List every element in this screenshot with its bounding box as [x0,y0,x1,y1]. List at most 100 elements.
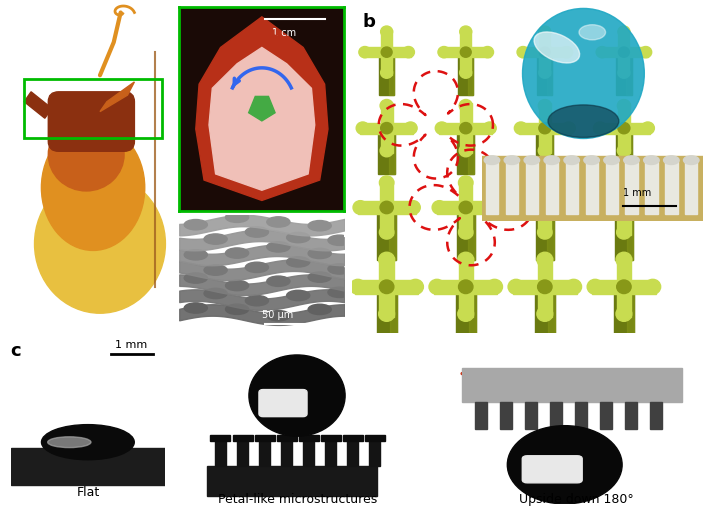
Text: 1 mm: 1 mm [115,339,147,349]
Bar [378,208,396,261]
Ellipse shape [584,157,600,165]
Text: 1 mm: 1 mm [624,187,652,197]
Ellipse shape [226,248,249,259]
Text: a: a [14,13,26,32]
Ellipse shape [587,280,603,295]
Ellipse shape [459,145,472,157]
Ellipse shape [432,201,446,215]
Bar [626,208,633,261]
Bar [536,129,553,175]
Ellipse shape [184,303,207,314]
Ellipse shape [522,9,645,139]
Bar [459,181,472,206]
Bar [363,48,385,58]
Bar [519,123,543,134]
Ellipse shape [618,68,630,79]
Ellipse shape [226,213,249,223]
Polygon shape [100,83,134,112]
Ellipse shape [504,157,520,165]
Bar [342,435,363,441]
Ellipse shape [350,280,366,295]
Bar [538,181,551,206]
Ellipse shape [460,48,471,58]
Bar [548,280,576,294]
Ellipse shape [460,68,472,79]
Bar [468,123,492,134]
Bar [468,208,475,261]
Ellipse shape [458,307,474,322]
Bar [538,211,551,235]
Bar [548,287,555,347]
Ellipse shape [537,253,553,268]
Bar [259,441,270,466]
Ellipse shape [48,437,91,448]
Bar [460,131,472,154]
Bar [547,48,569,58]
Bar [598,123,621,134]
Bar [460,55,471,75]
Bar [237,441,248,466]
Ellipse shape [380,177,394,190]
Ellipse shape [379,253,394,268]
Ellipse shape [624,157,639,165]
Ellipse shape [359,47,371,59]
Ellipse shape [458,177,473,190]
Ellipse shape [548,106,619,138]
Text: 1 cm: 1 cm [18,321,41,330]
Ellipse shape [515,123,527,135]
Bar [381,55,392,75]
Bar [325,441,336,466]
Ellipse shape [245,296,269,306]
Bar [626,129,632,175]
Ellipse shape [380,68,393,79]
Ellipse shape [664,157,679,165]
Bar [475,402,487,429]
Bar [207,466,377,496]
Ellipse shape [538,202,551,214]
Ellipse shape [381,48,392,58]
Ellipse shape [438,47,450,59]
Ellipse shape [34,175,165,314]
Bar [380,211,393,235]
Ellipse shape [564,157,579,165]
Ellipse shape [226,281,249,291]
Bar [566,161,578,215]
Text: Upside down 180°: Upside down 180° [519,492,634,505]
Ellipse shape [353,201,368,215]
Bar [369,441,380,466]
Ellipse shape [204,265,227,276]
Bar [586,161,598,215]
Ellipse shape [245,263,269,273]
Bar [536,208,554,261]
Bar [618,104,630,127]
Ellipse shape [328,264,351,274]
Ellipse shape [617,226,631,240]
Bar [468,48,490,58]
Ellipse shape [617,280,631,294]
Ellipse shape [579,25,605,41]
Ellipse shape [458,253,474,268]
Ellipse shape [184,250,207,261]
Bar [358,202,384,214]
Ellipse shape [435,123,449,135]
Bar [625,402,637,429]
Bar [458,53,473,96]
Ellipse shape [458,226,473,240]
Ellipse shape [356,123,369,135]
Bar [355,280,384,294]
Ellipse shape [591,201,605,215]
Bar [389,123,413,134]
Ellipse shape [538,27,551,38]
Ellipse shape [593,123,607,135]
Bar [439,123,463,134]
Bar [460,104,472,127]
Bar [469,280,498,294]
Text: b: b [362,13,375,32]
Ellipse shape [204,289,227,299]
Ellipse shape [458,280,473,294]
Ellipse shape [459,202,472,214]
Ellipse shape [328,288,351,298]
Ellipse shape [618,27,630,38]
Bar [616,129,632,175]
Ellipse shape [564,201,579,215]
